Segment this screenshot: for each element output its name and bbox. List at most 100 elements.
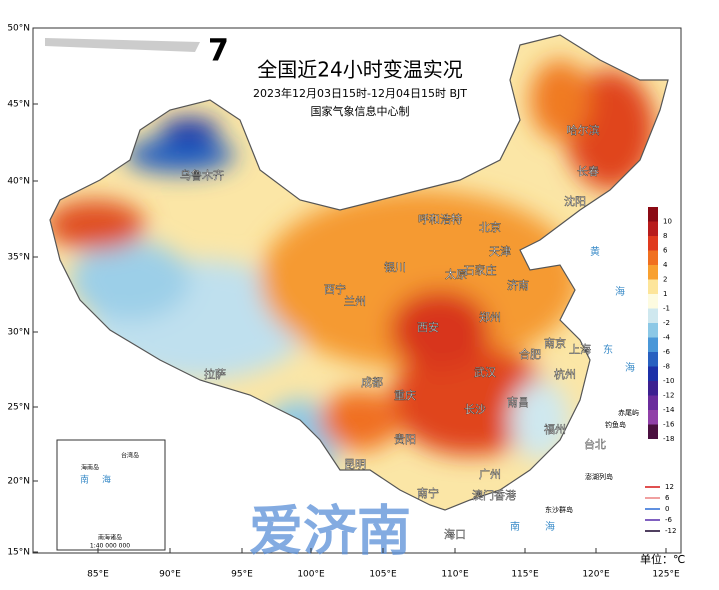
legend-swatch [648, 221, 658, 236]
legend-swatch [648, 366, 658, 381]
inset-label: 海南岛 [81, 464, 99, 472]
title: 全国近24小时变温实况 [257, 58, 462, 82]
legend-swatch [648, 352, 658, 367]
lat-label: 35°N [7, 253, 30, 263]
legend-swatch [648, 424, 658, 439]
legend-swatch [648, 410, 658, 425]
legend-swatch [648, 308, 658, 323]
city-label: 上海 [569, 342, 591, 356]
sea-label: 南 [80, 474, 89, 486]
legend-label: 6 [663, 247, 668, 255]
lat-label: 45°N [7, 100, 30, 110]
city-label: 重庆 [394, 388, 416, 402]
city-label: 成都 [361, 376, 383, 389]
legend-label: -2 [663, 319, 670, 327]
legend-label: 10 [663, 218, 672, 226]
sea-label: 海 [545, 520, 555, 533]
city-label: 福州 [544, 422, 566, 436]
lon-label: 95°E [231, 570, 253, 580]
legend-swatch [648, 265, 658, 280]
city-label: 海口 [444, 527, 466, 541]
legend-label: -16 [663, 421, 675, 429]
inset-label: 南海诸岛 [98, 534, 122, 542]
lat-label: 50°N [7, 24, 30, 34]
city-label: 长春 [577, 165, 599, 178]
lon-label: 115°E [511, 570, 539, 580]
city-label: 贵阳 [394, 433, 416, 446]
unit: 单位：℃ [640, 552, 685, 566]
city-label: 南宁 [417, 486, 439, 500]
logo: 7 [208, 34, 229, 69]
city-label: 北京 [479, 220, 501, 234]
legend-label: -18 [663, 435, 674, 443]
island-label: 钓鱼岛 [605, 420, 626, 429]
city-label: 呼和浩特 [418, 212, 462, 226]
contour-label: -12 [665, 527, 676, 535]
lon-label: 85°E [87, 570, 109, 580]
city-label: 香港 [494, 489, 516, 502]
lat-label: 30°N [7, 328, 30, 338]
lon-label: 100°E [297, 570, 325, 580]
city-label: 石家庄 [464, 263, 497, 277]
legend-label: -4 [663, 334, 671, 342]
inset-label: 1:40 000 000 [90, 543, 130, 550]
sea-label: 东 [603, 343, 613, 356]
inset [56, 439, 166, 551]
island-label: 澎湖列岛 [585, 472, 613, 481]
lat-label: 15°N [7, 548, 30, 558]
legend-label: -8 [663, 363, 670, 371]
legend-label: -14 [663, 406, 675, 414]
city-label: 杭州 [554, 367, 576, 381]
lat-label: 25°N [7, 403, 30, 413]
contour-label: 12 [665, 483, 674, 491]
lon-label: 90°E [159, 570, 181, 580]
lat-label: 40°N [7, 177, 30, 187]
inset-label: 台湾岛 [121, 452, 139, 460]
city-label: 哈尔滨 [567, 123, 600, 137]
island-label: 赤尾屿 [618, 408, 639, 417]
legend-label: -10 [663, 377, 674, 385]
legend-swatch [648, 381, 658, 396]
lon-label: 110°E [441, 570, 469, 580]
legend-label: 1 [663, 290, 667, 298]
sea-label: 黄 [590, 245, 600, 258]
contour-label: 6 [665, 494, 670, 502]
legend-label: 4 [663, 261, 668, 269]
city-label: 天津 [489, 245, 511, 258]
city-label: 南昌 [507, 396, 529, 409]
city-label: 合肥 [519, 347, 541, 361]
legend-label: 8 [663, 232, 667, 240]
legend-label: -1 [663, 305, 670, 313]
city-label: 西安 [417, 320, 439, 334]
city-label: 沈阳 [564, 194, 586, 208]
city-label: 银川 [384, 260, 406, 274]
contour-label: 0 [665, 505, 669, 513]
legend-swatch [648, 250, 658, 265]
city-label: 昆明 [344, 458, 366, 471]
city-label: 西宁 [324, 282, 346, 296]
legend-swatch [648, 337, 658, 352]
legend-label: -6 [663, 348, 671, 356]
sea-label: 南 [510, 520, 520, 533]
sea-label: 海 [615, 285, 625, 298]
city-label: 广州 [479, 468, 501, 481]
logo-streak [45, 38, 200, 52]
watermark: 爱济南 [249, 500, 411, 563]
city-label: 拉萨 [204, 367, 226, 381]
city-label: 台北 [584, 437, 606, 451]
lon-label: 105°E [369, 570, 397, 580]
island-label: 东沙群岛 [545, 505, 573, 514]
city-label: 兰州 [344, 295, 366, 308]
legend-swatch [648, 323, 658, 338]
city-label: 郑州 [479, 310, 501, 324]
city-label: 南京 [544, 336, 566, 350]
legend-swatch [648, 294, 658, 309]
lon-label: 125°E [652, 570, 680, 580]
city-label: 太原 [445, 268, 467, 281]
city-label: 澳门 [472, 488, 494, 502]
city-label: 长沙 [464, 403, 486, 416]
city-label: 武汉 [474, 366, 496, 379]
legend-swatch [648, 236, 658, 251]
lat-label: 20°N [7, 477, 30, 487]
